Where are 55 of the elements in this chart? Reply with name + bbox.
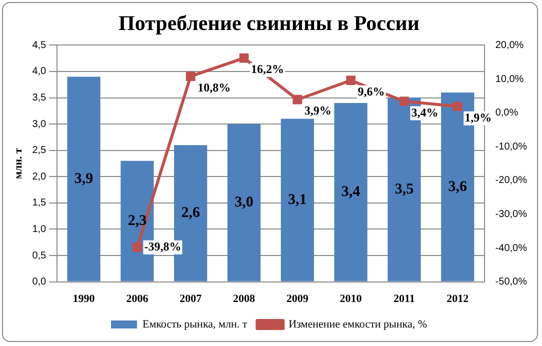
y2-tick-label: -40,0% <box>495 242 528 254</box>
x-tick-label: 2012 <box>446 293 470 306</box>
y-tick-label: 3,0 <box>32 118 47 130</box>
y2-tick-label: 20,0% <box>495 40 524 51</box>
x-tick-label: 2008 <box>233 293 256 306</box>
data-label: 1,9% <box>464 110 492 124</box>
data-label: 3,5 <box>394 181 414 198</box>
y-tick-label: 3,5 <box>32 92 47 104</box>
y2-tick-label: -20,0% <box>495 175 528 186</box>
x-tick-label: 2009 <box>286 293 309 306</box>
bar <box>227 124 261 282</box>
y2-tick-label: 0,0% <box>495 108 518 119</box>
chart-title: Потребление свинины в России <box>118 11 420 36</box>
x-tick-label: 2010 <box>340 293 362 306</box>
x-tick-label: 2006 <box>126 293 149 306</box>
y-tick-label: 1,0 <box>32 224 47 235</box>
legend-label: Емкость рынка, млн. т <box>142 318 248 330</box>
data-label: 16,2% <box>251 62 284 76</box>
data-label: 3,4% <box>411 105 438 120</box>
bar <box>67 76 100 282</box>
data-label: 3,6 <box>448 178 468 195</box>
point <box>292 94 302 104</box>
y-axis-title: млн. т <box>12 147 24 179</box>
y-tick-label: 2,5 <box>32 145 47 156</box>
bar <box>280 118 314 282</box>
y2-tick-label: -10,0% <box>495 141 528 152</box>
y-tick-label: 1,5 <box>32 198 47 209</box>
y-tick-label: 2,0 <box>32 171 47 182</box>
point <box>186 72 196 81</box>
point <box>239 53 249 63</box>
data-label: 3,1 <box>288 192 307 208</box>
data-label: 9,6% <box>358 84 385 98</box>
x-tick-label: 2007 <box>180 293 202 306</box>
point <box>452 102 462 112</box>
y-tick-label: 4,0 <box>32 66 47 78</box>
y-tick-label: 4,5 <box>32 40 47 51</box>
data-label: 10,8% <box>198 80 231 94</box>
data-label: 2,6 <box>181 205 200 222</box>
data-label: 3,0 <box>234 194 254 211</box>
data-label: 3,4 <box>341 184 361 200</box>
x-tick-label: 1990 <box>72 293 96 306</box>
y2-tick-label: -30,0% <box>495 208 528 220</box>
point <box>400 96 409 106</box>
legend-label: Изменение емкости рынка, % <box>288 318 428 330</box>
y-tick-label: 0,5 <box>32 250 47 262</box>
point <box>132 242 142 252</box>
y-tick-label: 0,0 <box>32 276 47 288</box>
point <box>346 76 356 86</box>
bar <box>334 103 368 282</box>
data-label: 3,9 <box>74 170 94 187</box>
data-label: 3,9% <box>304 104 332 118</box>
x-tick-label: 2011 <box>394 293 415 306</box>
y2-tick-label: 10,0% <box>495 74 524 85</box>
y2-tick-label: -50,0% <box>495 276 528 288</box>
data-label: -39,8% <box>144 239 182 254</box>
